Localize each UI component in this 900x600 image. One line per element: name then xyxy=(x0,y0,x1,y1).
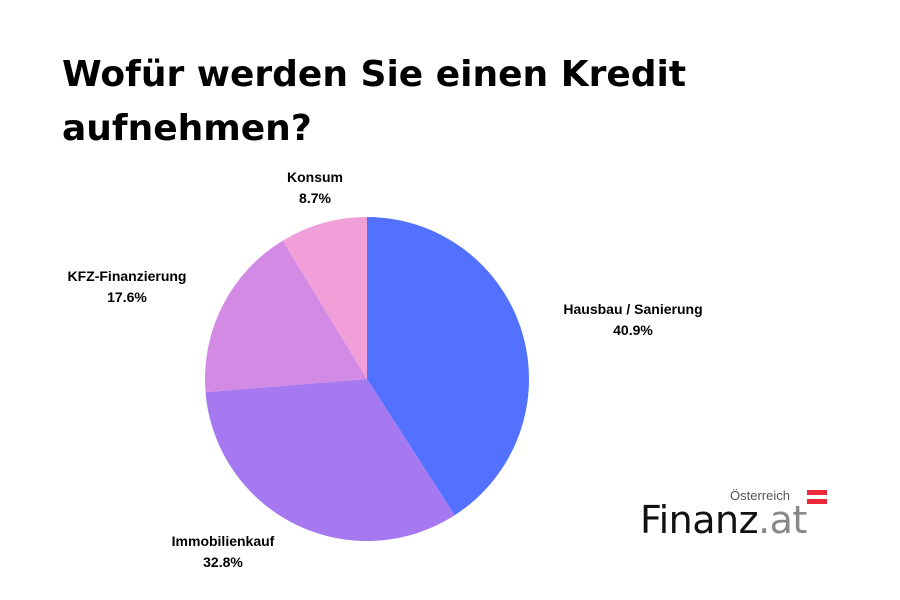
slice-value-hausbau-sanierung: 40.9% xyxy=(613,322,653,338)
logo-brand-tld: .at xyxy=(758,498,807,542)
pie-slice-kfz-finanzierung xyxy=(205,240,367,393)
chart-title: Wofür werden Sie einen Kredit aufnehmen? xyxy=(62,54,687,149)
pie-slice-konsum xyxy=(282,217,367,379)
flag-stripe-middle xyxy=(807,494,827,500)
slice-label-kfz-finanzierung: KFZ-Finanzierung xyxy=(68,268,187,284)
logo-country-label: Österreich xyxy=(730,488,790,503)
slice-label-konsum: Konsum xyxy=(287,169,343,185)
slice-label-hausbau-sanierung: Hausbau / Sanierung xyxy=(563,301,702,317)
flag-stripe-bottom xyxy=(807,499,827,504)
slice-label-immobilienkauf: Immobilienkauf xyxy=(172,533,275,549)
flag-stripe-top xyxy=(807,490,827,495)
slice-value-konsum: 8.7% xyxy=(299,190,331,206)
logo-brand-main: Finanz xyxy=(640,498,759,542)
logo-wordmark: Finanz.at xyxy=(640,498,807,542)
slice-value-immobilienkauf: 32.8% xyxy=(203,554,243,570)
slice-value-kfz-finanzierung: 17.6% xyxy=(107,289,147,305)
austria-flag-icon xyxy=(807,490,827,504)
pie-slice-hausbau-sanierung xyxy=(367,217,529,516)
pie-slice-immobilienkauf xyxy=(205,379,455,542)
brand-logo: Österreich Finanz.at xyxy=(638,484,838,544)
